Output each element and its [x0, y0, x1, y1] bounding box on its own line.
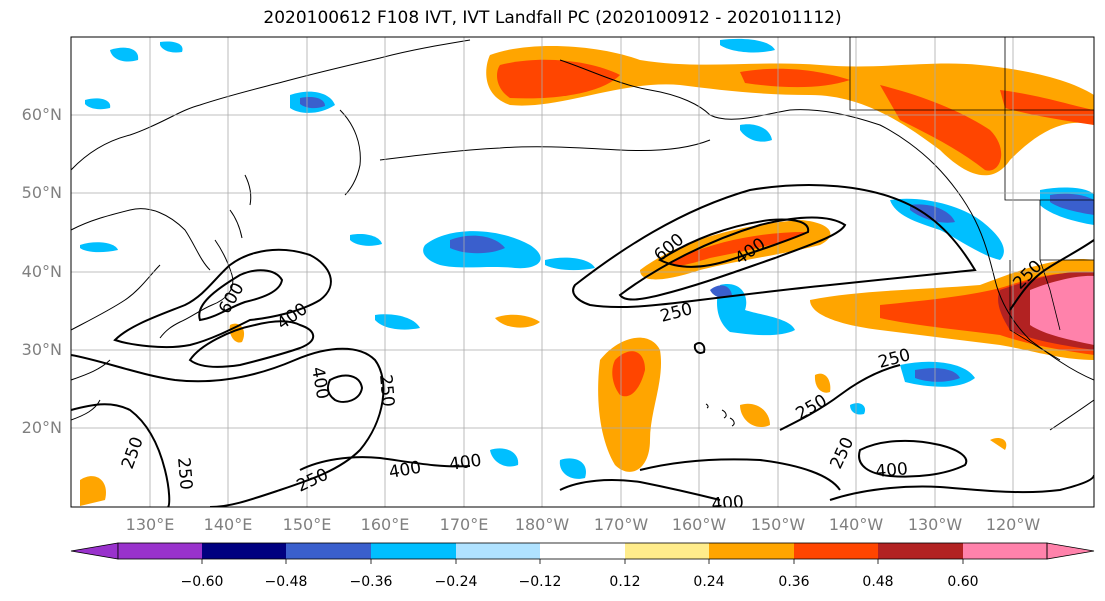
ivt-contours — [71, 184, 1094, 507]
lon-label: 160°W — [671, 515, 727, 534]
colorbar-tick-label: 0.60 — [947, 574, 979, 590]
lat-label: 50°N — [21, 183, 62, 202]
lat-label: 40°N — [21, 262, 62, 281]
contour-label: 400 — [875, 459, 909, 482]
lon-label: 130°E — [125, 515, 175, 534]
lat-label: 60°N — [21, 105, 62, 124]
lat-label: 20°N — [21, 418, 62, 437]
lon-label: 140°E — [203, 515, 253, 534]
colorbar-segment — [286, 543, 371, 559]
lon-label: 170°E — [439, 515, 489, 534]
colorbar-segment — [371, 543, 456, 559]
colorbar-frame — [117, 542, 1048, 560]
lon-label: 180°W — [514, 515, 570, 534]
lon-label: 140°W — [828, 515, 884, 534]
lon-label: 130°W — [907, 515, 963, 534]
colorbar-arrow-low — [70, 542, 119, 560]
lon-label: 150°W — [750, 515, 806, 534]
contour-label: 250 — [375, 374, 398, 408]
map-frame — [70, 36, 1095, 508]
colorbar-tick-label: −0.60 — [180, 574, 224, 590]
contour-label: 250 — [173, 457, 196, 491]
colorbar-segment — [794, 543, 878, 559]
colorbar-segment — [963, 543, 1047, 559]
positive-shading — [80, 45, 1094, 506]
colorbar-tick-label: −0.48 — [264, 574, 308, 590]
colorbar-tick-label: −0.36 — [349, 574, 393, 590]
contour-label: 400 — [711, 492, 745, 515]
gridlines — [71, 37, 1094, 507]
lon-label: 160°E — [360, 515, 410, 534]
lon-label: 150°E — [282, 515, 332, 534]
colorbar-tick-label: −0.12 — [518, 574, 562, 590]
colorbar-segment — [625, 543, 709, 559]
colorbar-segment — [540, 543, 625, 559]
coastlines — [71, 39, 1094, 431]
colorbar-segment — [202, 543, 286, 559]
colorbar-tick-label: −0.24 — [434, 574, 478, 590]
lon-label: 170°W — [593, 515, 649, 534]
colorbar-tick-label: 0.48 — [862, 574, 894, 590]
colorbar-segment — [709, 543, 794, 559]
colorbar-segment — [456, 543, 540, 559]
lon-label: 120°W — [985, 515, 1041, 534]
colorbar — [70, 542, 1095, 564]
colorbar-segment — [878, 543, 963, 559]
colorbar-tick-label: 0.12 — [609, 574, 641, 590]
colorbar-tick-label: 0.36 — [778, 574, 810, 590]
colorbar-arrow-high — [1046, 542, 1095, 560]
colorbar-segment — [118, 543, 202, 559]
colorbar-tick-label: 0.24 — [693, 574, 725, 590]
negative-shading — [80, 38, 1094, 479]
lat-label: 30°N — [21, 340, 62, 359]
contour-label: 400 — [448, 451, 483, 475]
map-title: 2020100612 F108 IVT, IVT Landfall PC (20… — [263, 8, 842, 28]
